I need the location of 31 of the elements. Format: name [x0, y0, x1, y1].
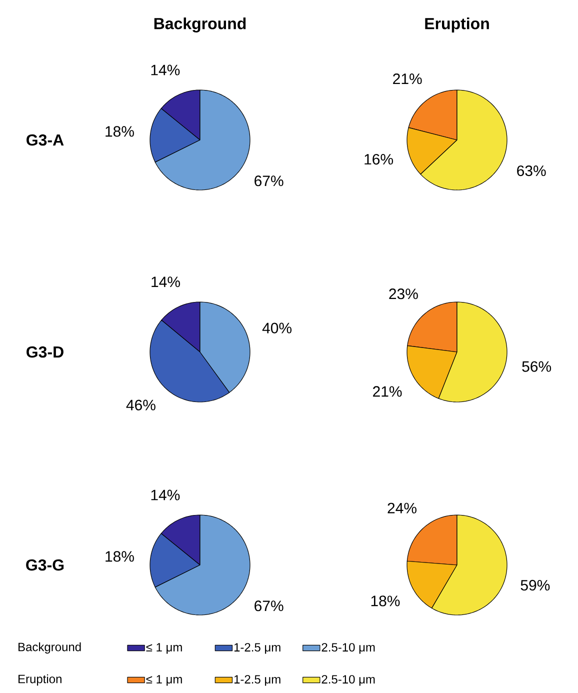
- data-label: 16%: [364, 154, 394, 165]
- data-label: 67%: [254, 600, 284, 612]
- data-label: 14%: [151, 64, 180, 76]
- data-label: 21%: [393, 73, 422, 84]
- data-label: 14%: [151, 490, 180, 500]
- data-label: 46%: [126, 400, 156, 410]
- legend-title: Eruption: [18, 674, 62, 686]
- data-label: 18%: [371, 596, 400, 606]
- chart-title: Background: [154, 18, 246, 32]
- data-label: 56%: [522, 361, 552, 372]
- legend-label: 1-2.5 μm: [234, 643, 280, 654]
- text: G3-D: [26, 346, 64, 358]
- data-label: 40%: [262, 322, 292, 334]
- text: G3-G: [26, 559, 64, 571]
- legend-label: 1-2.5 μm: [234, 675, 280, 686]
- legend-label: ≤ 1 μm: [146, 675, 182, 686]
- data-label: 23%: [389, 288, 418, 300]
- legend-label: ≤ 1 μm: [146, 643, 182, 654]
- data-label: 14%: [152, 276, 180, 288]
- data-label: 18%: [106, 126, 134, 137]
- legend-label: 2.5-10 μm: [322, 643, 375, 654]
- data-label: 24%: [388, 502, 416, 514]
- data-label: 21%: [373, 386, 402, 397]
- chart-title: Eruption: [425, 18, 489, 32]
- data-label: 59%: [520, 580, 550, 591]
- legend-title: Background: [18, 642, 81, 654]
- data-label: 67%: [254, 176, 284, 186]
- text: G3-A: [26, 134, 64, 146]
- legend-label: 2.5-10 μm: [322, 675, 375, 686]
- data-label: 63%: [517, 165, 546, 176]
- data-label: 18%: [106, 551, 134, 562]
